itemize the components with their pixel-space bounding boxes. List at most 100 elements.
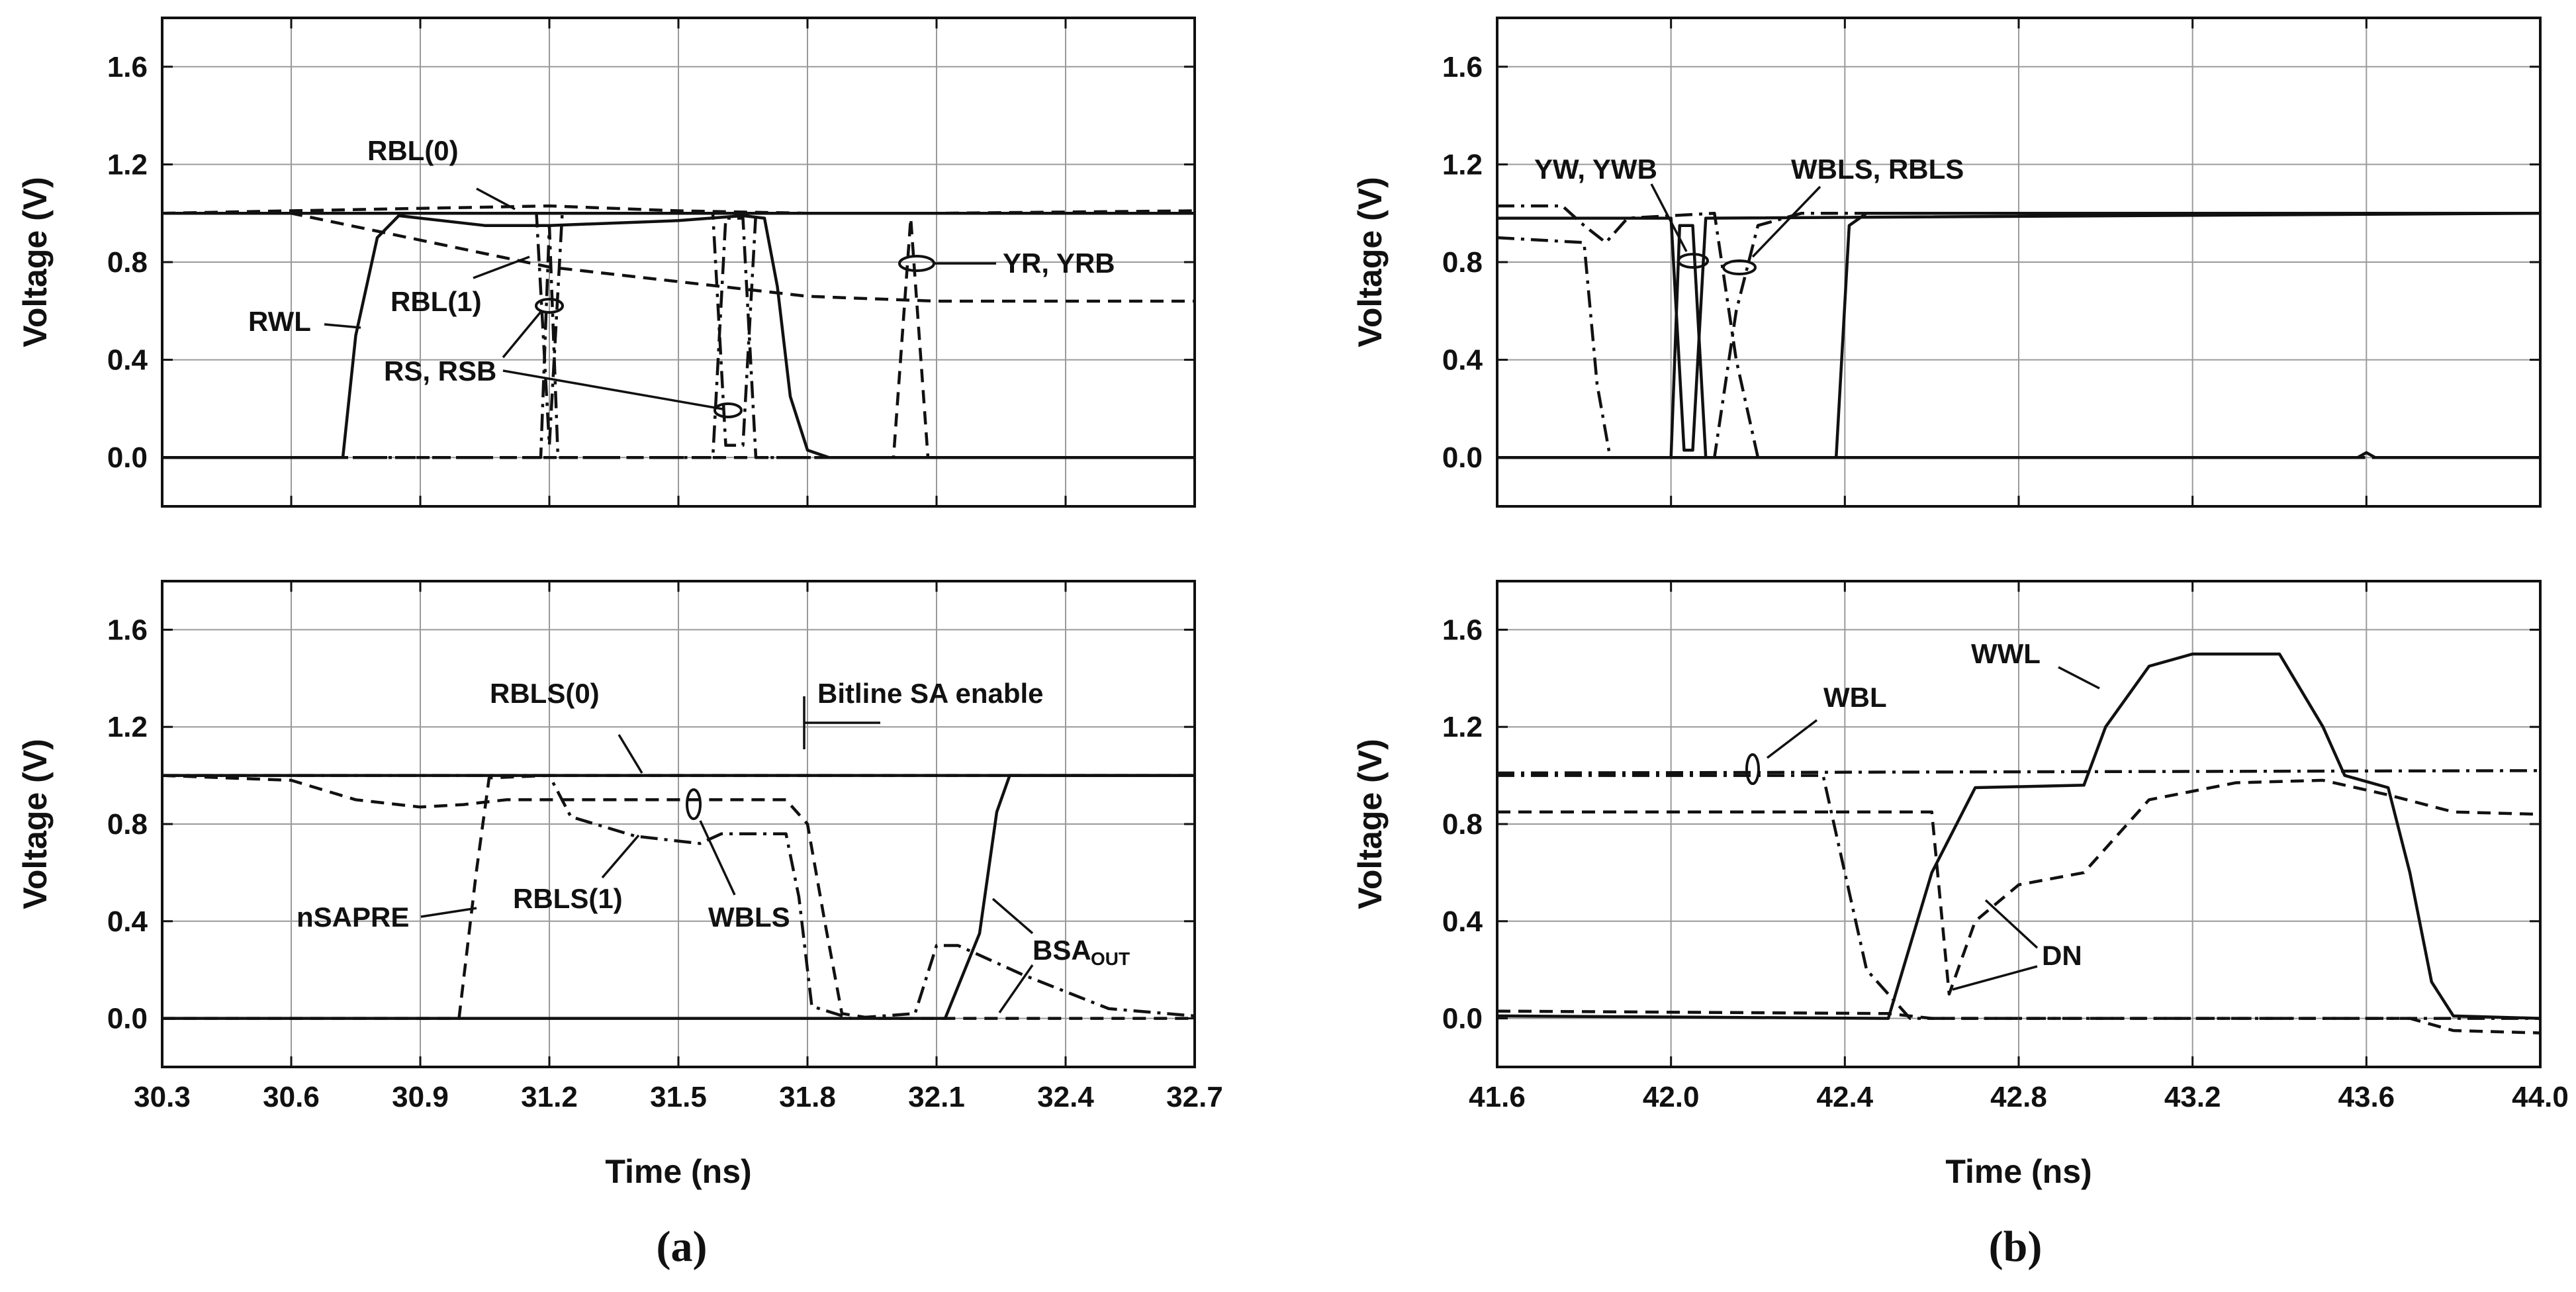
y-tick-label: 0.8 — [107, 808, 148, 841]
arrow-wbls-rbls — [1751, 185, 1821, 258]
arrow-dn-a — [1984, 899, 2039, 949]
x-tick-label: 31.2 — [521, 1081, 578, 1113]
series-line-rs-rsb — [162, 216, 1195, 459]
arrow-rbls0 — [618, 734, 643, 774]
arrow-rs-a — [502, 310, 543, 359]
marker-yr — [898, 255, 935, 272]
x-tick-label: 32.4 — [1037, 1081, 1094, 1113]
y-tick-label: 0.8 — [1442, 246, 1483, 279]
marker-rs-a — [535, 298, 564, 314]
arrow-rbl1 — [473, 255, 530, 279]
arrow-rwl — [324, 323, 361, 329]
series-line-wbl — [1497, 774, 2540, 1020]
y-tick-label: 0.4 — [107, 905, 148, 938]
x-tick-label: 41.6 — [1469, 1081, 1526, 1113]
panel-b-bottom: 0.0 0.4 0.8 1.2 1.6 41.6 42.0 42.4 42.8 43.2 43.6 4… — [1352, 580, 2569, 1190]
series-line-rwl — [162, 214, 1195, 459]
series-line-wbl-ref — [1496, 769, 2541, 775]
label-rwl: RWL — [248, 306, 311, 337]
x-tick-label: 43.2 — [2164, 1081, 2221, 1113]
series-line-dn — [1497, 778, 2541, 996]
y-tick-label: 0.4 — [107, 344, 148, 377]
y-tick-label: 0.8 — [107, 246, 148, 279]
y-tick-label: 1.2 — [1442, 711, 1483, 743]
y-tick-label: 1.2 — [1442, 148, 1483, 181]
arrow-dn-b — [1952, 965, 2038, 991]
label-rs-rsb: RS, RSB — [384, 355, 496, 387]
x-tick-label: 43.6 — [2338, 1081, 2395, 1113]
x-tick-label: 44.0 — [2512, 1081, 2569, 1113]
arrow-bsa-a — [991, 898, 1034, 935]
x-tick-label: 31.5 — [650, 1081, 707, 1113]
series-line-rs-rsb-complement — [162, 211, 1195, 447]
annotations: RBL(0) RWL RBL(1) RS, RSB YR, YRB RBLS(0… — [248, 135, 2100, 1013]
arrow-nsapre — [420, 907, 477, 918]
x-tick-label: 42.8 — [1990, 1081, 2047, 1113]
series-line-nsapre — [162, 774, 1195, 1020]
label-wwl: WWL — [1971, 638, 2041, 669]
panel-b-top: 0.0 0.4 0.8 1.2 1.6 Voltage (V) — [1352, 17, 2542, 508]
x-tick-label: 32.1 — [908, 1081, 965, 1113]
arrow-yw — [1650, 183, 1688, 252]
panel-a-bottom: 0.0 0.4 0.8 1.2 1.6 30.3 30.6 30.9 31.2 31.5 31.8 3… — [17, 580, 1223, 1190]
x-tick-label: 30.9 — [392, 1081, 449, 1113]
y-tick-label: 0.0 — [1442, 1003, 1483, 1035]
arrow-rbl0 — [476, 187, 516, 210]
series-line-yr-yrb — [162, 216, 1195, 459]
y-axis-title: Voltage (V) — [1352, 739, 1389, 909]
y-tick-label: 1.6 — [107, 51, 148, 83]
marker-yw — [1677, 253, 1709, 269]
x-axis-title: Time (ns) — [605, 1153, 751, 1190]
label-bitline-sa: Bitline SA enable — [817, 678, 1044, 709]
series-line-wbls — [162, 774, 1195, 1020]
y-axis-title: Voltage (V) — [1352, 177, 1389, 347]
label-wbls-a: WBLS — [708, 901, 790, 933]
y-axis-title: Voltage (V) — [17, 177, 54, 347]
y-tick-label: 0.4 — [1442, 905, 1483, 938]
label-rbl0: RBL(0) — [367, 135, 459, 166]
label-nsapre: nSAPRE — [297, 901, 409, 933]
series-line-wwl — [1496, 652, 2541, 1020]
y-tick-label: 0.0 — [107, 441, 148, 474]
y-tick-label: 1.2 — [107, 148, 148, 181]
series-line-wwl-pulse — [1497, 211, 2540, 459]
arrow-rbls1 — [601, 834, 640, 879]
label-bsa-sub: OUT — [1091, 948, 1130, 969]
label-wbls-rbls: WBLS, RBLS — [1791, 154, 1964, 185]
y-tick-label: 0.8 — [1442, 808, 1483, 841]
y-tick-label: 0.4 — [1442, 344, 1483, 377]
label-dn: DN — [2042, 940, 2082, 971]
y-tick-label: 1.6 — [1442, 614, 1483, 646]
marker-rs-b — [713, 402, 743, 418]
arrow-wbls-a — [699, 820, 736, 896]
x-tick-label: 31.8 — [779, 1081, 836, 1113]
label-rbl1: RBL(1) — [391, 286, 482, 317]
y-tick-label: 0.0 — [1442, 441, 1483, 474]
y-tick-label: 1.6 — [1442, 51, 1483, 83]
arrow-wwl — [2058, 666, 2100, 690]
panel-a-top: 0.0 0.4 0.8 1.2 1.6 Voltage (V) — [17, 17, 1196, 508]
series-line-rbls-1- — [161, 774, 1195, 1020]
x-tick-label: 42.0 — [1643, 1081, 1700, 1113]
series-line-bsa-out — [162, 774, 1195, 1020]
y-tick-label: 1.2 — [107, 711, 148, 743]
label-yr-yrb: YR, YRB — [1003, 248, 1115, 279]
subfigure-label-a: (a) — [657, 1223, 708, 1271]
label-yw-ywb: YW, YWB — [1534, 154, 1657, 185]
series-line-wbls-rbls-complement — [1497, 204, 2540, 459]
marker-wbls-rbls — [1722, 259, 1757, 275]
y-tick-label: 0.0 — [107, 1003, 148, 1035]
marker-wbls-a — [686, 788, 702, 820]
y-axis-title: Voltage (V) — [17, 739, 54, 909]
label-bsa: BSA — [1033, 935, 1091, 966]
x-tick-label: 30.3 — [134, 1081, 191, 1113]
arrow-wbl — [1766, 719, 1818, 759]
x-axis-title: Time (ns) — [1945, 1153, 2092, 1190]
x-tick-label: 42.4 — [1817, 1081, 1874, 1113]
label-rbls0: RBLS(0) — [490, 678, 600, 709]
label-wbl: WBL — [1823, 682, 1887, 713]
series-line-dn-low — [1496, 1009, 2541, 1035]
x-tick-label: 30.6 — [263, 1081, 320, 1113]
x-tick-label: 32.7 — [1166, 1081, 1223, 1113]
